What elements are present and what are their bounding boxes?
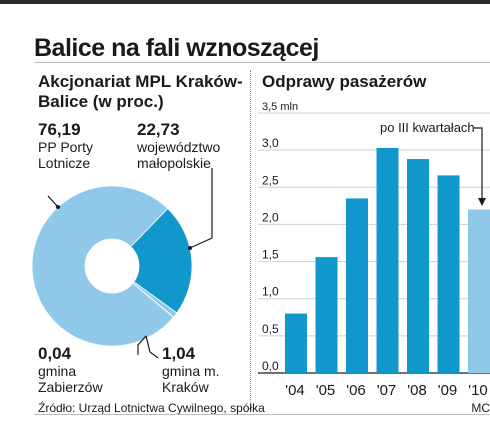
y-tick-label: 1,0 xyxy=(262,285,279,299)
bottom-rule xyxy=(34,414,490,415)
x-tick-label: '09 xyxy=(438,382,458,399)
bar xyxy=(346,198,368,373)
column-divider xyxy=(250,70,251,410)
slice-value: 1,04 xyxy=(162,344,196,363)
slice-label-wojewodztwo: 22,73 województwo małopolskie xyxy=(137,120,247,171)
y-tick-label: 2,5 xyxy=(262,173,279,187)
slice-label-krakow: 1,04 gmina m. Kraków xyxy=(162,344,237,395)
pie-chart-title: Akcjonariat MPL Kraków-Balice (w proc.) xyxy=(38,72,243,111)
page-title: Balice na fali wznoszącej xyxy=(34,34,319,62)
bar xyxy=(376,147,399,373)
top-bar xyxy=(0,0,490,4)
slice-value: 22,73 xyxy=(137,120,180,139)
x-tick-label: '05 xyxy=(316,382,336,399)
slice-name: gmina Zabierzów xyxy=(38,363,103,395)
y-tick-label: 1,5 xyxy=(262,248,279,262)
title-rule xyxy=(34,62,490,63)
leader-line-wojewodztwo xyxy=(189,168,213,249)
slice-label-zabierzow: 0,04 gmina Zabierzów xyxy=(38,344,108,395)
bar-chart-title: Odprawy pasażerów xyxy=(262,72,427,91)
leader-line-pp-porty xyxy=(47,195,59,208)
x-tick-label: '10 xyxy=(468,382,488,399)
slice-name: gmina m. Kraków xyxy=(162,363,220,395)
slice-label-pp-porty: 76,19 PP Porty Lotnicze xyxy=(38,120,133,171)
leader-line-krakow xyxy=(145,335,159,359)
annotation-leader xyxy=(474,127,483,200)
x-tick-label: '07 xyxy=(377,382,397,399)
annotation-arrow xyxy=(478,198,486,206)
slice-value: 0,04 xyxy=(38,344,72,363)
x-tick-label: '06 xyxy=(346,382,366,399)
bar xyxy=(315,257,338,373)
leader-dot xyxy=(188,246,192,250)
y-tick-label: 3,5 mln xyxy=(262,101,298,113)
slice-name: województwo małopolskie xyxy=(137,139,221,171)
bar xyxy=(468,209,490,373)
leader-dot xyxy=(56,205,60,209)
bar xyxy=(285,313,307,373)
bar xyxy=(407,159,429,373)
y-tick-label: 0,5 xyxy=(262,322,279,336)
bar xyxy=(437,175,460,373)
y-tick-label: 3,0 xyxy=(262,136,279,150)
slice-value: 76,19 xyxy=(38,120,81,139)
source-note: Źródło: Urząd Lotnictwa Cywilnego, spółk… xyxy=(38,401,265,415)
x-tick-label: '08 xyxy=(407,382,427,399)
slice-name: PP Porty Lotnicze xyxy=(38,139,93,171)
leader-line-zabierzow xyxy=(137,335,147,355)
y-tick-label: 2,0 xyxy=(262,210,279,224)
y-tick-label: 0,0 xyxy=(262,359,279,373)
pie-slice xyxy=(130,207,193,314)
x-tick-label: '04 xyxy=(285,382,305,399)
credit: MC xyxy=(471,401,490,415)
pie-slice xyxy=(31,185,175,347)
bar-annotation: po III kwartałach xyxy=(380,120,475,135)
